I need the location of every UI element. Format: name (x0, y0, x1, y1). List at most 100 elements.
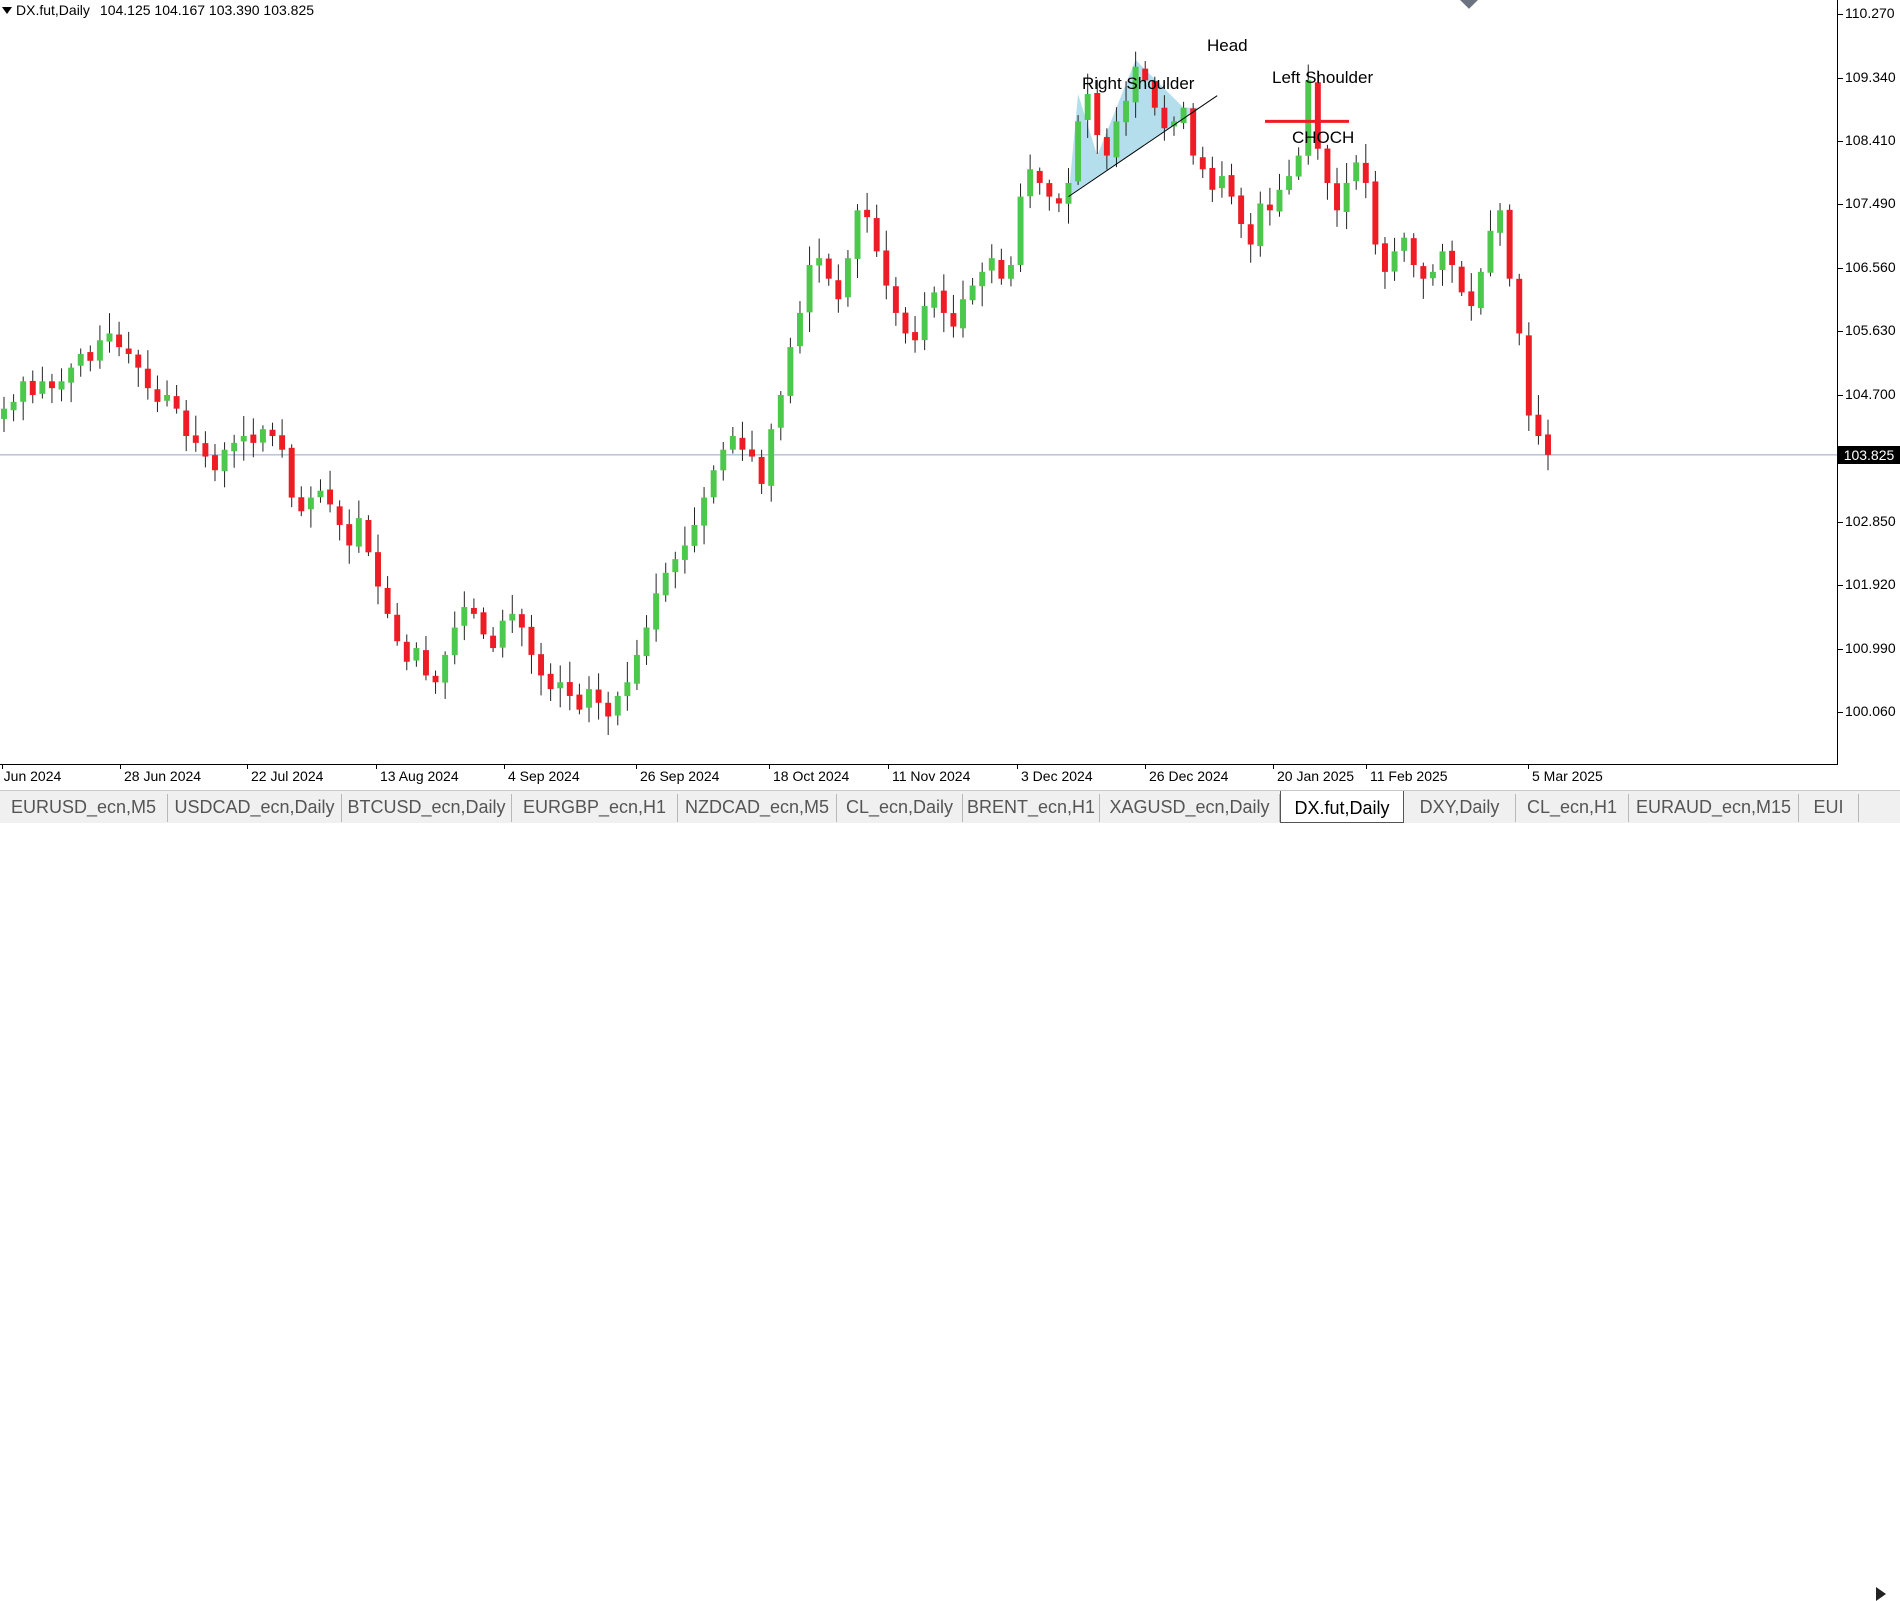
candlestick-chart[interactable] (0, 0, 1837, 764)
candle-body (1276, 189, 1283, 212)
tab-dxy-daily[interactable]: DXY,Daily (1404, 794, 1516, 822)
candle-body (739, 437, 746, 450)
candle-body (1046, 183, 1053, 197)
candle-body (106, 333, 113, 342)
candle-body (1439, 251, 1446, 271)
price-axis-label: 106.560 (1845, 259, 1896, 275)
candle-body (979, 271, 986, 287)
candle-body (557, 682, 564, 689)
candle-body (912, 332, 919, 341)
price-axis-tick (1838, 141, 1843, 142)
candle-body (480, 612, 487, 635)
tab-brent-ecn-h1[interactable]: BRENT_ecn,H1 (963, 794, 1100, 822)
candle-body (1286, 176, 1293, 190)
candle-body (691, 524, 698, 546)
candle-body (1429, 271, 1436, 279)
candle-body (1209, 167, 1216, 190)
tab-eui[interactable]: EUI (1799, 794, 1859, 822)
dropdown-triangle-icon[interactable] (2, 7, 12, 14)
price-axis-tick (1838, 649, 1843, 650)
time-axis-tick (376, 765, 377, 769)
candle-body (192, 435, 199, 443)
candle-body (950, 313, 957, 327)
candle-body (1449, 250, 1456, 266)
candle-body (1123, 100, 1130, 123)
time-axis-label: 26 Sep 2024 (640, 768, 720, 784)
candle-body (528, 626, 535, 655)
candle-body (154, 389, 161, 402)
tab-xagusd-ecn-daily[interactable]: XAGUSD_ecn,Daily (1100, 794, 1280, 822)
tab-dx-fut-daily[interactable]: DX.fut,Daily (1280, 791, 1404, 823)
candle-body (547, 673, 554, 690)
candle-body (1468, 291, 1475, 307)
chart-area[interactable]: DX.fut,Daily 104.125 104.167 103.390 103.… (0, 0, 1837, 764)
candle-body (1324, 148, 1331, 183)
candle-body (681, 545, 688, 560)
candle-body (288, 447, 295, 498)
candle-body (921, 306, 928, 341)
price-axis-tick (1838, 78, 1843, 79)
candle-body (1343, 182, 1350, 213)
candle-body (720, 449, 727, 471)
candle-body (1257, 203, 1264, 247)
chart-tab-bar: EURUSD_ecn,M5 USDCAD_ecn,Daily BTCUSD_ecn,… (0, 790, 1900, 1601)
time-axis-tick (1145, 765, 1146, 769)
time-axis-label: 11 Feb 2025 (1370, 768, 1448, 784)
candle-body (355, 518, 362, 547)
candle-body (1545, 434, 1551, 455)
candle-body (279, 435, 286, 450)
tab-usdcad-ecn-daily[interactable]: USDCAD_ecn,Daily (168, 794, 342, 822)
time-axis-tick (120, 765, 121, 769)
candle-body (777, 394, 784, 428)
time-axis-tick (1366, 765, 1367, 769)
candle-body (729, 436, 736, 450)
candle-body (1094, 92, 1101, 136)
candle-body (48, 381, 55, 389)
candle-body (336, 506, 343, 525)
plot-border-right (1837, 0, 1838, 764)
tab-cl-ecn-h1[interactable]: CL_ecn,H1 (1516, 794, 1629, 822)
time-axis[interactable]: 6 Jun 2024 28 Jun 2024 22 Jul 2024 13 Aug 2… (0, 765, 1838, 790)
current-price-tag: 103.825 (1838, 446, 1900, 464)
tab-scroll-right-icon[interactable] (1876, 1587, 1886, 1601)
tab-eurusd-ecn-m5[interactable]: EURUSD_ecn,M5 (0, 794, 168, 822)
chart-ohlc-values: 104.125 104.167 103.390 103.825 (99, 2, 315, 18)
price-axis-label: 100.060 (1845, 703, 1896, 719)
candle-body (1362, 162, 1369, 183)
time-axis-tick (636, 765, 637, 769)
candle-body (1228, 175, 1235, 197)
candle-body (576, 694, 583, 710)
time-axis-tick (1273, 765, 1274, 769)
candle-body (509, 613, 516, 621)
candle-body (29, 380, 36, 395)
candle-body (1525, 335, 1532, 416)
candle-body (125, 348, 132, 354)
tab-cl-ecn-daily[interactable]: CL_ecn,Daily (837, 794, 963, 822)
candle-body (662, 572, 669, 596)
candle-body (701, 497, 708, 526)
tab-nzdcad-ecn-m5[interactable]: NZDCAD_ecn,M5 (678, 794, 837, 822)
candle-body (749, 449, 755, 457)
candle-body (1017, 196, 1024, 265)
price-axis-label: 110.270 (1845, 5, 1895, 21)
candle-body (1477, 271, 1484, 309)
tab-eurgbp-ecn-h1[interactable]: EURGBP_ecn,H1 (512, 794, 678, 822)
candle-body (451, 627, 458, 656)
price-axis[interactable]: 110.270 109.340 108.410 107.490 106.560 105.6… (1838, 0, 1900, 764)
candle-body (87, 352, 94, 361)
candle-body (653, 593, 660, 630)
candle-body (1007, 265, 1014, 279)
candle-body (403, 641, 410, 662)
candle-body (298, 497, 305, 512)
candle-body (643, 627, 650, 657)
candle-body (998, 260, 1005, 279)
candle-body (672, 559, 679, 573)
candle-body (442, 654, 449, 683)
candle-body (1103, 137, 1110, 156)
candle-body (1381, 243, 1388, 272)
candle-body (931, 292, 938, 308)
tab-euraud-ecn-m15[interactable]: EURAUD_ecn,M15 (1629, 794, 1799, 822)
tab-btcusd-ecn-daily[interactable]: BTCUSD_ecn,Daily (342, 794, 512, 822)
time-axis-tick (888, 765, 889, 769)
candle-body (269, 429, 276, 437)
